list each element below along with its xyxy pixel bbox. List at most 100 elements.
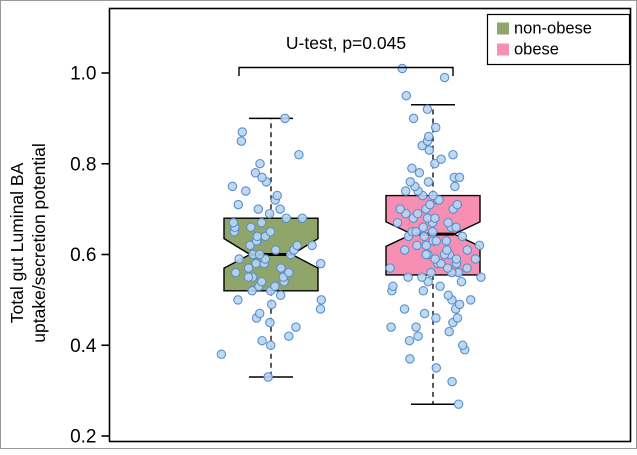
data-point-non-obese (236, 136, 247, 146)
data-point-non-obese (255, 158, 265, 169)
data-point-obese (442, 245, 452, 255)
data-point-non-obese (270, 245, 281, 255)
data-point-obese (430, 158, 440, 169)
data-point-obese (443, 290, 454, 301)
data-point-obese (462, 263, 472, 273)
data-point-obese (448, 149, 458, 160)
data-point-obese (442, 263, 453, 273)
data-point-non-obese (276, 263, 286, 273)
data-point-obese (423, 131, 434, 142)
data-point-obese (431, 313, 441, 323)
data-point-obese (418, 222, 428, 233)
plot-area (109, 8, 631, 442)
data-point-obese (421, 249, 431, 260)
data-point-obese (454, 172, 465, 183)
data-point-non-obese (275, 290, 286, 301)
data-point-obese (404, 335, 415, 346)
data-point-non-obese (292, 240, 302, 251)
data-point-non-obese (250, 168, 261, 178)
data-point-obese (417, 272, 427, 282)
data-point-non-obese (307, 240, 317, 251)
data-point-obese (452, 313, 463, 323)
data-point-non-obese (230, 267, 241, 278)
data-point-obese (451, 254, 462, 264)
data-point-non-obese (256, 217, 267, 228)
data-point-non-obese (243, 272, 254, 282)
data-point-non-obese (291, 322, 301, 332)
data-point-non-obese (266, 299, 277, 310)
data-point-obese (427, 227, 438, 237)
data-point-obese (405, 177, 416, 187)
data-point-non-obese (281, 213, 292, 223)
data-point-non-obese (315, 304, 326, 314)
data-point-obese (388, 281, 398, 292)
data-point-obese (430, 254, 440, 264)
data-point-non-obese (272, 190, 282, 201)
data-point-non-obese (234, 254, 244, 264)
data-point-obese (457, 231, 468, 242)
data-point-obese (385, 263, 395, 273)
data-point-obese (392, 217, 403, 228)
scatter-points-layer (216, 63, 486, 409)
legend-label-non-obese: non-obese (514, 20, 592, 38)
legend-box (486, 13, 631, 66)
data-point-obese (431, 236, 442, 246)
data-point-obese (421, 240, 432, 251)
data-point-non-obese (216, 349, 227, 360)
data-point-non-obese (315, 258, 326, 269)
y-tick-label: 0.4 (70, 336, 97, 357)
data-point-non-obese (247, 286, 257, 296)
data-point-non-obese (275, 204, 285, 214)
data-point-obese (399, 304, 410, 314)
significance-bracket (238, 66, 454, 76)
data-point-non-obese (256, 276, 267, 287)
data-point-non-obese (257, 335, 267, 346)
data-point-obese (419, 231, 429, 242)
data-point-non-obese (243, 263, 254, 273)
data-point-non-obese (294, 149, 304, 160)
data-point-non-obese (251, 258, 261, 269)
data-point-obese (462, 245, 473, 255)
data-point-obese (412, 240, 422, 251)
data-point-obese (405, 354, 415, 364)
y-axis-ticks: 0.2 0.4 0.6 0.8 1.0 (70, 64, 110, 448)
data-point-non-obese (233, 199, 244, 210)
data-point-obese (443, 217, 453, 228)
data-point-obese (413, 331, 423, 341)
data-point-obese (412, 208, 423, 219)
y-axis-label-line2: uptake/secretion potential (29, 143, 49, 342)
data-point-obese (400, 186, 411, 196)
utest-annotation: U-test, p=0.045 (286, 33, 406, 53)
data-point-obese (430, 122, 441, 133)
data-point-non-obese (280, 113, 290, 124)
data-point-obese (452, 199, 463, 210)
data-point-obese (436, 154, 446, 164)
data-point-non-obese (265, 340, 276, 351)
data-point-non-obese (241, 186, 251, 196)
data-point-obese (465, 295, 476, 305)
data-point-non-obese (264, 208, 275, 219)
data-point-non-obese (253, 204, 264, 214)
data-point-obese (474, 240, 485, 251)
data-point-obese (431, 363, 442, 373)
data-point-obese (408, 113, 419, 124)
data-point-obese (411, 322, 421, 332)
y-axis-label-line1: Total gut Luminal BA (7, 162, 27, 323)
data-point-non-obese (254, 308, 265, 319)
data-point-obese (470, 254, 481, 264)
y-tick-label: 0.2 (70, 427, 96, 448)
data-point-obese (399, 245, 410, 255)
data-point-obese (430, 213, 440, 223)
data-point-non-obese (246, 222, 256, 233)
data-point-non-obese (284, 267, 294, 278)
data-point-non-obese (284, 331, 294, 341)
y-tick-label: 0.6 (70, 245, 96, 266)
data-point-obese (476, 272, 486, 282)
data-point-obese (401, 90, 412, 101)
data-point-obese (453, 399, 464, 409)
data-point-obese (450, 181, 460, 192)
data-point-obese (397, 63, 408, 74)
data-point-non-obese (265, 227, 276, 237)
data-point-obese (424, 145, 435, 155)
